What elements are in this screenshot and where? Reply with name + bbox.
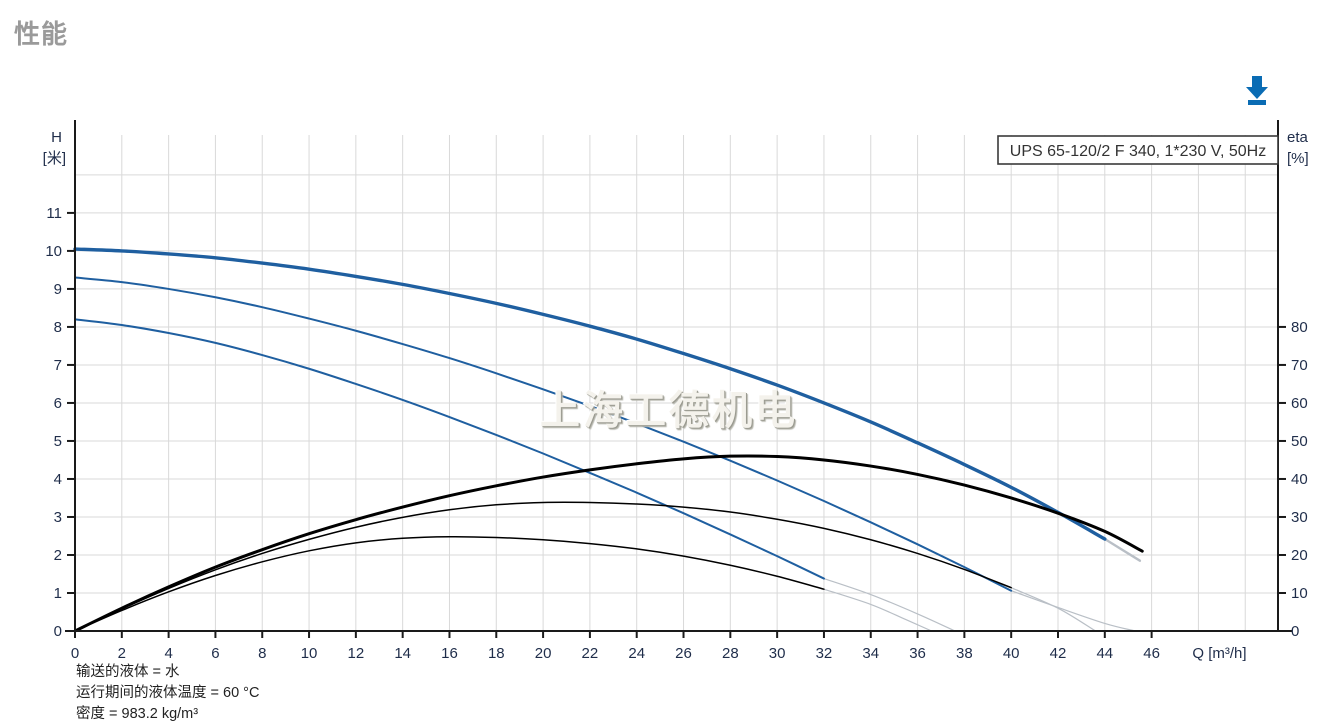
x-tick-label: 44	[1096, 645, 1113, 662]
x-tick-label: 10	[301, 645, 318, 662]
curve-eta-speed-2	[74, 501, 1012, 632]
curve-eta-speed-1	[74, 535, 825, 632]
curve-head-speed-2	[74, 276, 1013, 592]
y-left-tick-label: 0	[54, 623, 62, 640]
curve-head-speed-1-fade	[823, 577, 956, 632]
y-right-tick-label: 50	[1291, 433, 1308, 450]
x-tick-label: 42	[1050, 645, 1067, 662]
y-right-tick-label: 30	[1291, 509, 1308, 526]
y-left-tick-label: 7	[54, 357, 62, 374]
y-right-tick-label: 40	[1291, 471, 1308, 488]
y-left-tick-label: 8	[54, 319, 62, 336]
x-tick-label: 34	[862, 645, 879, 662]
x-tick-label: 4	[164, 645, 172, 662]
x-axis-title: Q [m³/h]	[1192, 645, 1246, 662]
y-left-tick-label: 5	[54, 433, 62, 450]
x-tick-label: 32	[816, 645, 833, 662]
download-glyph	[1246, 76, 1268, 105]
x-tick-label: 22	[582, 645, 599, 662]
x-tick-label: 8	[258, 645, 266, 662]
x-tick-label: 40	[1003, 645, 1020, 662]
x-tick-label: 20	[535, 645, 552, 662]
curve-head-speed-3-fade	[1103, 537, 1142, 562]
curve-eta-speed-1-fade	[823, 588, 933, 632]
y-right-axis-title-line1: eta	[1287, 129, 1309, 146]
pump-performance-chart: 0 2 4 6 8 10 12 14 16 18 20 22 24 26 28 30 32 34 36 38 40 42 4…	[0, 120, 1331, 725]
curve-eta-speed-2-fade	[1010, 587, 1097, 632]
download-icon[interactable]	[1240, 72, 1274, 106]
x-tick-label: 24	[628, 645, 645, 662]
y-right-tick-label: 10	[1291, 585, 1308, 602]
curve-head-speed-1	[74, 318, 825, 580]
x-tick-label: 12	[348, 645, 365, 662]
y-left-axis-title-line2: [米]	[43, 150, 66, 167]
y-right-tick-label: 80	[1291, 319, 1308, 336]
x-tick-label: 38	[956, 645, 973, 662]
x-tick-label: 36	[909, 645, 926, 662]
y-left-tick-label: 3	[54, 509, 62, 526]
y-left-axis-title-line1: H	[51, 129, 62, 146]
x-tick-label: 18	[488, 645, 505, 662]
y-right-axis-title-line2: [%]	[1287, 150, 1309, 167]
x-tick-label: 46	[1143, 645, 1160, 662]
y-left-tick-label: 10	[45, 243, 62, 260]
y-right-tick-label: 20	[1291, 547, 1308, 564]
chart-annotation: 运行期间的液体温度 = 60 °C	[76, 684, 259, 701]
y-left-tick-label: 1	[54, 585, 62, 602]
legend-label: UPS 65-120/2 F 340, 1*230 V, 50Hz	[1010, 143, 1266, 160]
y-left-tick-label: 11	[46, 205, 62, 222]
y-right-tick-label: 60	[1291, 395, 1308, 412]
curve-head-speed-3	[73, 247, 1107, 541]
x-tick-label: 16	[441, 645, 458, 662]
y-left-tick-label: 2	[54, 547, 62, 564]
x-tick-label: 14	[394, 645, 411, 662]
chart-annotation: 密度 = 983.2 kg/m³	[76, 705, 198, 722]
x-tick-label: 28	[722, 645, 739, 662]
x-tick-label: 2	[118, 645, 126, 662]
x-tick-label: 26	[675, 645, 692, 662]
y-left-tick-label: 9	[54, 281, 62, 298]
curve-eta-speed-3	[73, 454, 1144, 633]
legend-box	[997, 135, 1279, 165]
y-left-tick-label: 4	[54, 471, 62, 488]
chart-annotation: 输送的液体 = 水	[76, 663, 180, 680]
chart-svg: 0 2 4 6 8 10 12 14 16 18 20 22 24 26 28 30 32 34 36 38 40 42 4…	[43, 120, 1309, 722]
y-right-tick-label: 70	[1291, 357, 1308, 374]
curve-head-speed-2-fade	[1010, 590, 1136, 632]
y-left-tick-label: 6	[54, 395, 62, 412]
y-right-tick-label: 0	[1291, 623, 1299, 640]
x-tick-label: 30	[769, 645, 786, 662]
x-tick-label: 0	[71, 645, 79, 662]
x-tick-label: 6	[211, 645, 219, 662]
page-title: 性能	[14, 19, 69, 49]
